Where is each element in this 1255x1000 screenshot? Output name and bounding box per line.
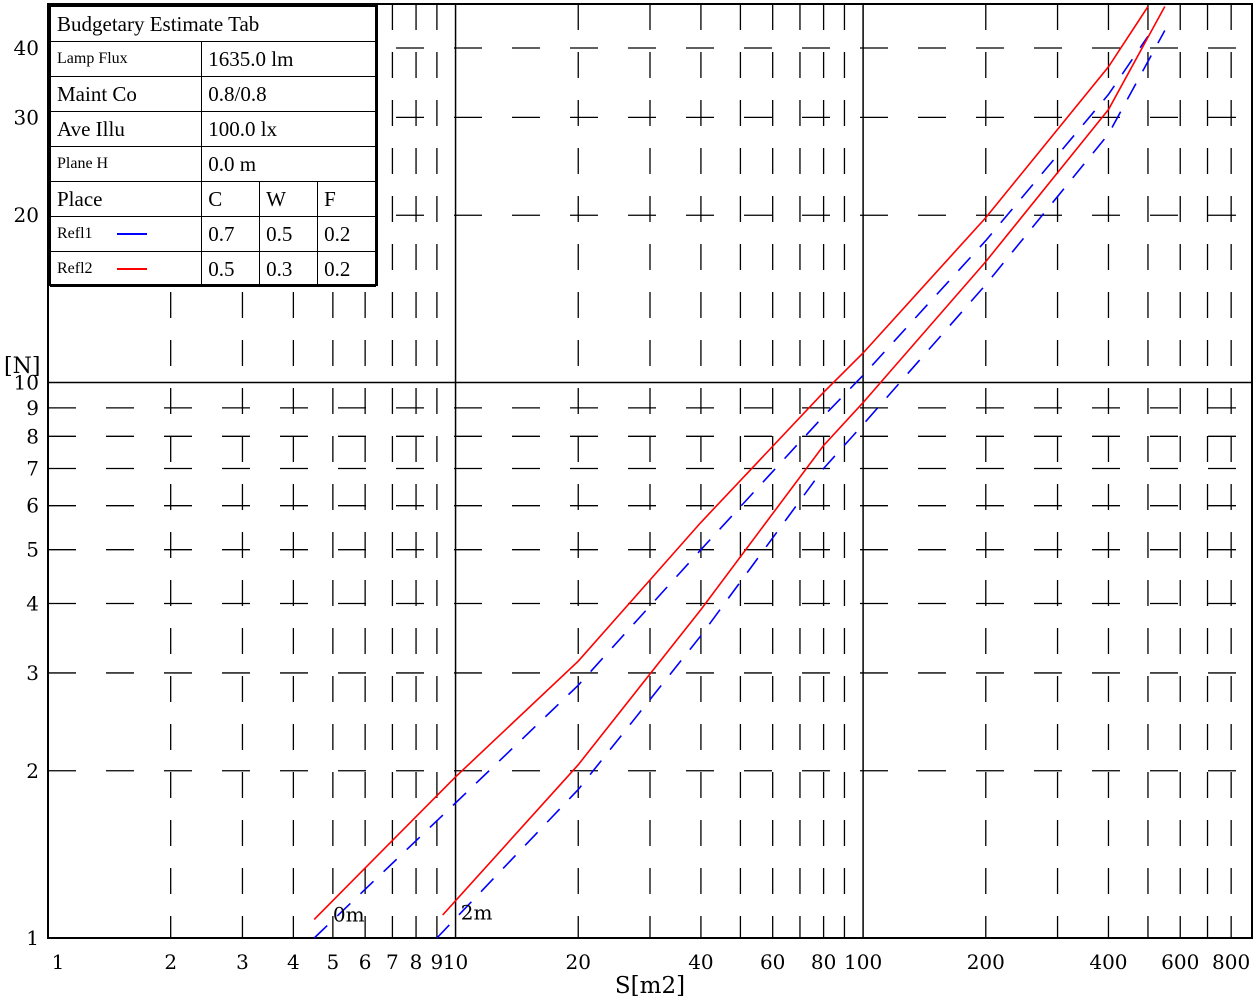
legend-table: Budgetary Estimate Tab Lamp Flux 1635.0 … [48, 4, 378, 287]
curve-label-0m: 0m [333, 903, 365, 927]
y-tick-label: 8 [26, 424, 39, 448]
w-header: W [259, 181, 319, 217]
series-refl1-0m-line [313, 35, 1149, 939]
refl2-name: Refl2 [57, 260, 93, 277]
f-header: F [317, 181, 376, 217]
y-tick-label: 5 [26, 538, 39, 562]
y-tick-label: 7 [26, 457, 39, 481]
plane-h-value: 0.0 m [201, 146, 376, 182]
maint-co-value: 0.8/0.8 [201, 76, 376, 112]
x-tick-label: 1 [52, 950, 65, 974]
x-tick-label: 80 [811, 950, 836, 974]
y-tick-label: 20 [14, 203, 39, 227]
maint-co-label: Maint Co [49, 76, 203, 112]
x-tick-label: 3 [236, 950, 249, 974]
c-header: C [201, 181, 261, 217]
refl2-row-label: Refl2 [49, 251, 203, 287]
x-axis-label: S[m2] [615, 973, 685, 999]
place-header: Place [49, 181, 203, 217]
x-tick-label: 200 [967, 950, 1005, 974]
lamp-flux-value: 1635.0 lm [201, 41, 376, 77]
curve-label-2m: 2m [461, 900, 493, 924]
x-tick-label: 5 [326, 950, 339, 974]
refl1-row-label: Refl1 [49, 216, 203, 252]
series-refl2-2m-line [442, 6, 1166, 916]
x-tick-label: 10 [443, 950, 468, 974]
refl2-f: 0.2 [317, 251, 376, 287]
refl2-w: 0.3 [259, 251, 319, 287]
x-tick-label: 2 [164, 950, 177, 974]
refl1-swatch [116, 233, 147, 236]
x-tick-label: 6 [359, 950, 372, 974]
y-tick-label: 4 [26, 592, 39, 616]
refl1-c: 0.7 [201, 216, 261, 252]
refl2-swatch [116, 268, 147, 271]
x-tick-label: 8 [410, 950, 423, 974]
refl1-w: 0.5 [259, 216, 319, 252]
x-tick-label: 9 [431, 950, 444, 974]
y-axis-label: [N] [4, 354, 40, 379]
legend-title: Budgetary Estimate Tab [50, 6, 376, 42]
ave-illu-value: 100.0 lx [201, 111, 376, 147]
ave-illu-label: Ave Illu [49, 111, 203, 147]
y-tick-label: 30 [14, 105, 39, 129]
series-refl1-2m-line [436, 30, 1166, 939]
plane-h-label: Plane H [49, 146, 203, 182]
y-tick-label: 6 [26, 494, 39, 518]
refl1-f: 0.2 [317, 216, 376, 252]
x-tick-label: 4 [287, 950, 300, 974]
x-tick-label: 60 [760, 950, 785, 974]
x-tick-label: 400 [1089, 950, 1127, 974]
y-tick-label: 3 [26, 661, 39, 685]
x-tick-label: 40 [688, 950, 713, 974]
y-tick-label: 2 [26, 759, 39, 783]
y-tick-label: 40 [14, 36, 39, 60]
refl1-name: Refl1 [57, 225, 93, 242]
series-refl2-0m-line [313, 6, 1149, 920]
x-tick-label: 20 [566, 950, 591, 974]
refl2-c: 0.5 [201, 251, 261, 287]
y-tick-label: 9 [26, 396, 39, 420]
x-tick-label: 7 [386, 950, 399, 974]
x-tick-label: 800 [1212, 950, 1250, 974]
y-tick-label: 1 [26, 926, 39, 950]
x-tick-label: 100 [844, 950, 882, 974]
y-tick-label: 10 [14, 370, 39, 394]
x-tick-label: 600 [1161, 950, 1199, 974]
lamp-flux-label: Lamp Flux [49, 41, 203, 77]
